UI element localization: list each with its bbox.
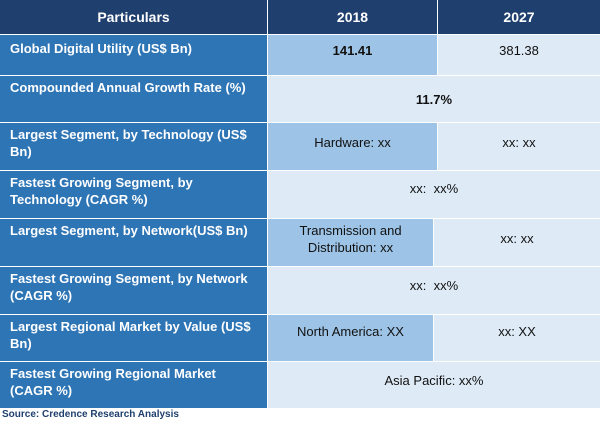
market-summary-table: Particulars 2018 2027 Global Digital Uti… — [0, 0, 601, 409]
header-2018: 2018 — [268, 0, 438, 35]
cell-2018: North America: XX — [268, 315, 434, 362]
cell-2018: 141.41 — [268, 35, 438, 76]
row-label: Largest Segment, by Network(US$ Bn) — [0, 219, 268, 267]
cell-2027: xx: XX — [434, 315, 601, 362]
header-particulars: Particulars — [0, 0, 268, 35]
cell-merged: xx: xx% — [268, 171, 601, 219]
header-2027: 2027 — [438, 0, 601, 35]
row-label: Largest Regional Market by Value (US$ Bn… — [0, 315, 268, 362]
source-note: Source: Credence Research Analysis — [2, 409, 179, 420]
cell-2027: xx: xx — [438, 123, 601, 171]
row-label: Compounded Annual Growth Rate (%) — [0, 76, 268, 123]
cell-merged: 11.7% — [268, 76, 601, 123]
row-label: Global Digital Utility (US$ Bn) — [0, 35, 268, 76]
cell-2027: 381.38 — [438, 35, 601, 76]
cell-2018: Hardware: xx — [268, 123, 438, 171]
cell-2027: xx: xx — [434, 219, 601, 267]
row-label: Fastest Growing Segment, by Network (CAG… — [0, 267, 268, 315]
row-label: Largest Segment, by Technology (US$ Bn) — [0, 123, 268, 171]
cell-2018: Transmission and Distribution: xx — [268, 219, 434, 267]
cell-merged: xx: xx% — [268, 267, 601, 315]
row-label: Fastest Growing Regional Market (CAGR %) — [0, 362, 268, 409]
row-label: Fastest Growing Segment, by Technology (… — [0, 171, 268, 219]
cell-merged: Asia Pacific: xx% — [268, 362, 601, 409]
